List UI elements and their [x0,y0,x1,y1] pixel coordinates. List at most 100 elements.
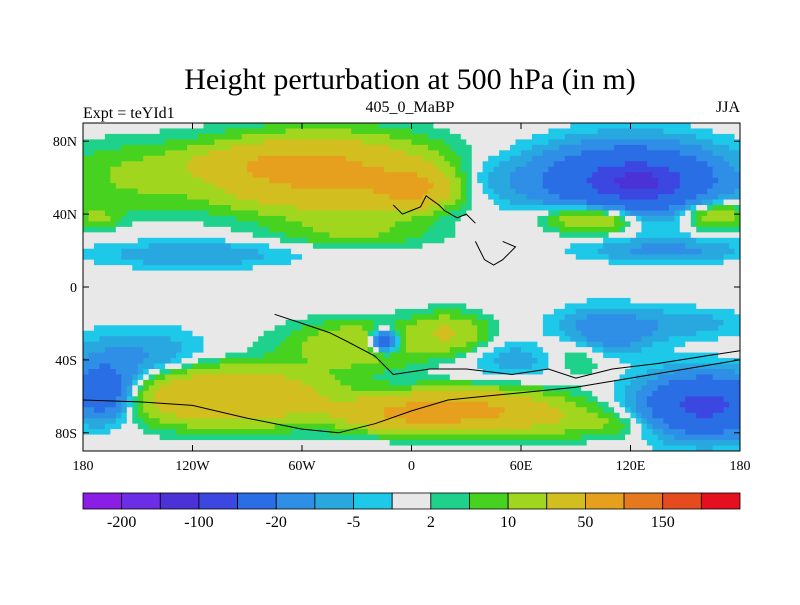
field-cell [696,215,703,222]
field-cell [652,429,664,436]
arabia-coast [474,240,517,266]
field-cell [438,336,451,343]
field-cell [395,336,402,343]
field-cell [395,341,402,348]
field-cell [641,423,648,430]
field-cell [143,407,161,414]
field-cell [241,133,391,140]
field-cell [83,412,117,419]
colorbar: -200 -100 -20 -5 2 10 50 150 [82,492,741,531]
field-cell [608,401,621,408]
axes: 180 120W 60W 0 60E 120E 180 80N 40N 0 40S 80S [53,123,751,474]
field-cell [630,363,664,370]
field-cell [477,347,495,354]
field-cell [499,412,566,419]
field-cell [652,172,681,179]
field-cell [564,303,697,310]
field-cell [603,237,632,244]
field-cell [685,429,725,436]
field-cell [83,363,101,370]
field-cell [444,139,467,146]
field-cell [258,155,347,162]
field-cell [83,401,117,408]
field-cell [285,336,309,343]
field-cell [159,369,172,376]
field-cell [531,396,566,403]
field-cell [258,221,303,228]
field-cell [625,161,648,168]
field-cell [362,139,413,146]
field-cell [367,330,374,337]
field-cell [614,396,626,403]
field-cell [378,123,434,130]
field-cell [674,347,740,354]
field-cell [165,374,194,381]
colorbar-box [546,492,586,510]
field-cell [197,358,221,365]
field-cell [444,172,456,179]
field-cell [126,407,133,414]
field-cell [477,314,495,321]
field-cell [690,215,697,222]
field-cell [83,139,166,146]
field-cell [115,183,215,190]
field-cell [510,347,522,354]
field-cell [646,369,675,376]
field-cell [121,161,188,168]
field-cell [542,226,560,233]
field-cell [641,429,653,436]
field-cell [83,423,90,430]
field-cell [570,243,604,250]
field-cell [712,445,740,451]
field-cell [471,166,484,173]
field-cell [395,221,434,228]
field-cell [668,423,740,430]
field-cell [83,188,139,195]
field-cell [641,226,681,233]
field-cell [137,369,144,376]
field-cell [499,194,528,201]
field-cell [307,237,407,244]
field-cell [323,319,374,326]
field-cell [83,243,95,250]
field-cell [148,423,188,430]
field-cell [83,287,740,294]
field-cell [712,183,740,190]
field-cell [411,139,445,146]
field-cell [581,150,681,157]
field-cell [499,330,544,337]
field-cell [548,128,599,135]
field-cell [455,221,539,228]
field-cell [696,221,740,228]
field-cell [564,221,615,228]
field-cell [696,194,719,201]
field-cell [203,123,265,130]
field-cell [499,385,544,392]
field-cell [187,161,248,168]
field-cell [499,363,533,370]
field-cell [148,352,177,359]
field-cell [176,412,287,419]
field-cell [395,325,407,332]
field-cell [685,210,692,217]
field-cell [471,177,478,184]
field-cell [449,194,462,201]
field-cell [592,172,626,179]
field-cell [132,390,139,397]
field-cell [83,172,111,179]
field-cell [181,341,205,348]
field-cell [542,177,588,184]
field-cell [597,401,610,408]
field-cell [449,347,473,354]
field-cell [679,177,719,184]
field-cell [406,341,467,348]
field-cell [575,254,610,261]
field-cell [427,144,451,151]
field-cell [422,243,571,250]
field-cell [83,177,111,184]
field-cell [575,401,599,408]
field-cell [488,155,511,162]
field-cell [362,161,434,168]
field-cell [466,352,484,359]
